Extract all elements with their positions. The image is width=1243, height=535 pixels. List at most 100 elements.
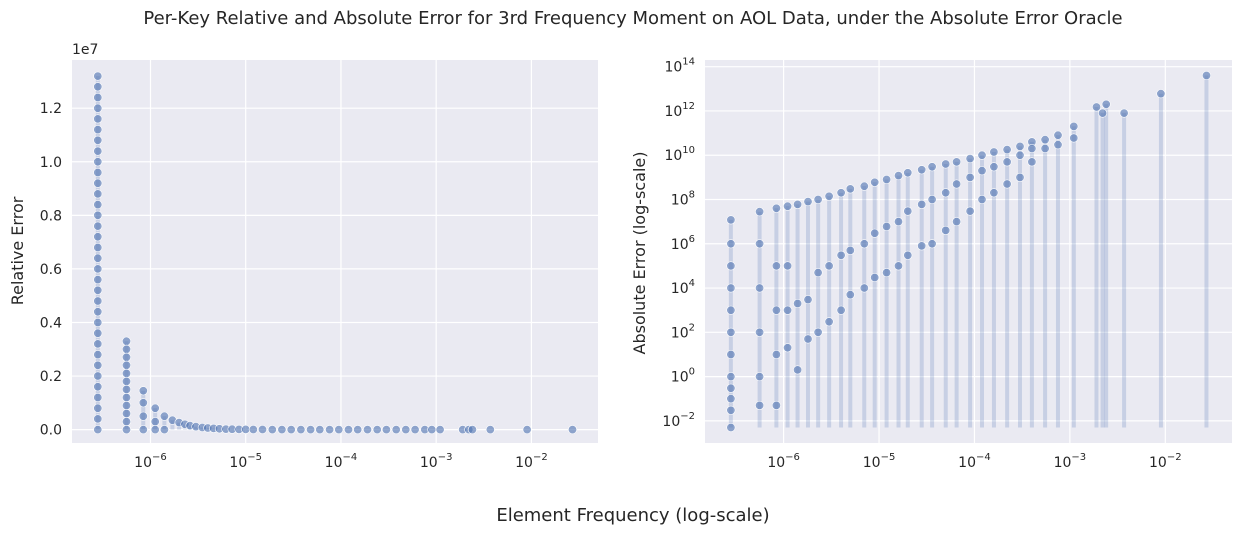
data-point — [1156, 89, 1166, 99]
data-point — [845, 290, 855, 300]
y-tick-label: 0.0 — [40, 423, 62, 439]
x-grid — [149, 60, 533, 443]
data-point — [257, 424, 267, 434]
data-point — [122, 384, 132, 394]
data-point — [977, 166, 987, 176]
data-point — [813, 268, 823, 278]
y-tick-label: 0.6 — [40, 262, 62, 278]
x-tick-label: 10−6 — [134, 452, 167, 471]
data-point — [159, 411, 169, 421]
data-point — [803, 334, 813, 344]
data-point — [93, 371, 103, 381]
data-point — [783, 305, 793, 315]
data-point — [726, 394, 736, 404]
y-tick-label: 1014 — [664, 57, 695, 76]
x-tick-label: 10−3 — [1054, 452, 1087, 471]
data-point — [93, 71, 103, 81]
data-point — [93, 210, 103, 220]
data-point — [138, 425, 148, 435]
y-tick-labels: 10−2 100 102 104 106 108 1010 1012 1014 — [662, 57, 695, 430]
data-point — [893, 171, 903, 181]
data-point — [927, 162, 937, 172]
data-point — [93, 382, 103, 392]
data-point — [859, 181, 869, 191]
data-point — [755, 400, 765, 410]
data-point — [755, 372, 765, 382]
x-tick-label: 10−6 — [767, 452, 800, 471]
data-point — [793, 298, 803, 308]
y-tick-label: 0.4 — [40, 315, 62, 331]
data-point — [138, 411, 148, 421]
data-point — [813, 195, 823, 205]
data-point — [989, 162, 999, 172]
data-point — [1053, 130, 1063, 140]
y-tick-label: 10−2 — [662, 411, 695, 430]
absolute-error-panel: 10−6 10−5 10−4 10−3 10−2 10−2 100 102 104 106 108… — [630, 57, 1232, 471]
y-tick-labels: 0.0 0.2 0.4 0.6 0.8 1.0 1.2 — [40, 101, 62, 438]
data-point — [93, 328, 103, 338]
data-point — [783, 261, 793, 271]
data-point — [93, 360, 103, 370]
data-point — [726, 261, 736, 271]
data-point — [122, 376, 132, 386]
data-point — [755, 239, 765, 249]
data-point — [726, 383, 736, 393]
data-point — [93, 93, 103, 103]
data-point — [882, 175, 892, 185]
data-point — [325, 425, 335, 435]
data-point — [989, 188, 999, 198]
data-point — [726, 239, 736, 249]
data-point — [401, 425, 411, 435]
data-point — [941, 225, 951, 235]
data-point — [803, 197, 813, 207]
data-point — [726, 349, 736, 359]
y-tick-label: 108 — [671, 189, 695, 208]
data-point — [93, 221, 103, 231]
data-point — [824, 191, 834, 201]
data-point — [965, 206, 975, 216]
data-point — [870, 272, 880, 282]
data-point — [93, 285, 103, 295]
x-tick-label: 10−5 — [863, 452, 896, 471]
data-point — [150, 403, 160, 413]
y-axis-label: Absolute Error (log-scale) — [630, 152, 649, 355]
data-point — [917, 165, 927, 175]
data-point — [726, 422, 736, 432]
data-point — [977, 150, 987, 160]
y-tick-label: 104 — [671, 278, 695, 297]
data-points — [93, 71, 577, 435]
data-point — [1098, 108, 1108, 118]
data-point — [150, 425, 160, 435]
data-point — [93, 350, 103, 360]
data-point — [122, 352, 132, 362]
data-point — [286, 425, 296, 435]
data-point — [93, 200, 103, 210]
data-point — [726, 305, 736, 315]
data-point — [1119, 108, 1129, 118]
data-point — [893, 217, 903, 227]
data-point — [362, 425, 372, 435]
data-point — [122, 408, 132, 418]
data-point — [381, 425, 391, 435]
data-point — [1027, 144, 1037, 154]
plot-area — [72, 60, 598, 443]
data-point — [1002, 157, 1012, 167]
data-point — [882, 222, 892, 232]
data-point — [836, 250, 846, 260]
data-point — [93, 82, 103, 92]
figure-title: Per-Key Relative and Absolute Error for … — [143, 8, 1122, 29]
data-point — [93, 392, 103, 402]
data-point — [93, 125, 103, 135]
data-point — [93, 178, 103, 188]
y-axis-label: Relative Error — [8, 196, 27, 305]
data-points — [726, 71, 1212, 432]
data-point — [122, 368, 132, 378]
data-point — [93, 168, 103, 178]
data-point — [771, 400, 781, 410]
x-tick-labels: 10−6 10−5 10−4 10−3 10−2 — [134, 452, 548, 471]
data-point — [93, 339, 103, 349]
x-tick-label: 10−3 — [420, 452, 453, 471]
data-point — [903, 168, 913, 178]
data-point — [1027, 157, 1037, 167]
